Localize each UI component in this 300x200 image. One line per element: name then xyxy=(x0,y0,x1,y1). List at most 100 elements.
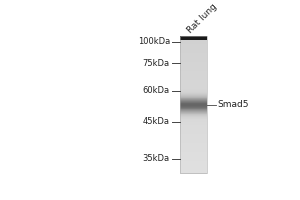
Text: 35kDa: 35kDa xyxy=(143,154,170,163)
Bar xyxy=(180,96,207,97)
Bar xyxy=(180,108,207,109)
Bar xyxy=(180,71,207,72)
Text: 45kDa: 45kDa xyxy=(143,117,170,126)
Bar xyxy=(180,61,207,62)
Bar xyxy=(180,51,207,52)
Bar xyxy=(180,151,207,152)
Bar xyxy=(180,56,207,57)
Bar xyxy=(180,54,207,55)
Bar xyxy=(180,144,207,145)
Bar xyxy=(180,120,207,121)
Bar xyxy=(180,81,207,82)
Bar xyxy=(180,50,207,51)
Bar xyxy=(180,141,207,142)
Bar xyxy=(180,60,207,61)
Bar xyxy=(180,83,207,84)
Bar xyxy=(180,124,207,125)
Bar xyxy=(180,130,207,131)
Bar xyxy=(180,65,207,66)
Bar xyxy=(180,160,207,161)
Bar xyxy=(180,100,207,101)
Bar xyxy=(180,171,207,172)
Bar xyxy=(180,85,207,86)
Bar xyxy=(180,123,207,124)
Bar xyxy=(180,154,207,155)
Bar xyxy=(180,126,207,127)
Bar xyxy=(180,133,207,134)
Bar xyxy=(180,161,207,162)
Bar xyxy=(180,165,207,166)
Bar xyxy=(180,98,207,99)
Bar xyxy=(180,142,207,143)
Bar xyxy=(180,124,207,125)
Bar xyxy=(180,51,207,52)
Bar xyxy=(180,153,207,154)
Bar xyxy=(180,48,207,49)
Bar xyxy=(180,66,207,67)
Bar xyxy=(180,82,207,83)
Bar xyxy=(180,98,207,99)
Bar xyxy=(180,92,207,93)
Bar xyxy=(180,109,207,110)
Bar xyxy=(180,78,207,79)
Bar xyxy=(180,41,207,42)
Bar xyxy=(180,168,207,169)
Bar xyxy=(180,119,207,120)
Bar xyxy=(180,45,207,46)
Bar xyxy=(180,140,207,141)
Bar xyxy=(180,80,207,81)
Bar xyxy=(180,128,207,129)
Bar xyxy=(180,115,207,116)
Bar xyxy=(180,105,207,106)
Bar xyxy=(180,61,207,62)
Bar xyxy=(180,156,207,157)
Bar xyxy=(180,84,207,85)
Bar xyxy=(180,93,207,94)
Bar xyxy=(180,67,207,68)
Bar xyxy=(180,87,207,88)
Bar xyxy=(180,148,207,149)
Bar xyxy=(180,93,207,94)
Bar xyxy=(180,104,207,105)
Bar xyxy=(180,99,207,100)
Bar xyxy=(180,143,207,144)
Bar xyxy=(180,77,207,78)
Bar xyxy=(180,45,207,46)
Bar xyxy=(180,71,207,72)
Bar xyxy=(180,74,207,75)
Bar xyxy=(180,135,207,136)
Bar xyxy=(180,90,207,91)
Text: 100kDa: 100kDa xyxy=(138,37,170,46)
Bar xyxy=(180,166,207,167)
Bar xyxy=(180,101,207,102)
Bar xyxy=(180,149,207,150)
Bar xyxy=(180,88,207,89)
Bar xyxy=(180,158,207,159)
Bar xyxy=(180,156,207,157)
Bar xyxy=(180,77,207,78)
Bar xyxy=(180,86,207,87)
Bar xyxy=(180,135,207,136)
Bar xyxy=(180,50,207,51)
Bar xyxy=(180,56,207,57)
Bar xyxy=(180,110,207,111)
Bar xyxy=(180,67,207,68)
Bar xyxy=(180,152,207,153)
Bar xyxy=(180,146,207,147)
Bar xyxy=(180,131,207,132)
Bar xyxy=(180,169,207,170)
Bar xyxy=(180,130,207,131)
Bar xyxy=(180,52,207,53)
Bar xyxy=(180,146,207,147)
Bar xyxy=(180,103,207,104)
Bar xyxy=(180,68,207,69)
Bar xyxy=(180,115,207,116)
Bar xyxy=(180,118,207,119)
Bar xyxy=(180,36,207,173)
Bar xyxy=(180,162,207,163)
Bar xyxy=(180,72,207,73)
Bar xyxy=(180,114,207,115)
Bar xyxy=(180,157,207,158)
Bar xyxy=(180,131,207,132)
Bar xyxy=(180,119,207,120)
